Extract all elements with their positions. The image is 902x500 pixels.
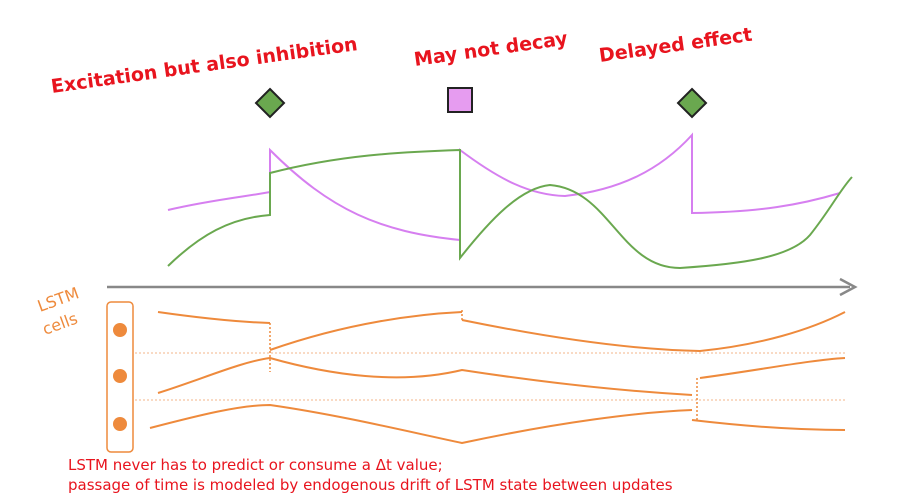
cell-trace xyxy=(157,311,846,353)
diamond-marker xyxy=(254,87,286,119)
diamond-marker xyxy=(676,87,708,119)
annotation: Excitation but also inhibition xyxy=(50,33,359,98)
annotation: Delayed effect xyxy=(598,24,754,67)
square-marker xyxy=(447,87,473,113)
cell-trace xyxy=(157,356,846,396)
annotation: May not decay xyxy=(413,28,570,71)
purple-curve xyxy=(167,132,841,242)
arrow-head xyxy=(839,277,858,297)
cell-trace xyxy=(149,403,846,445)
cell-dot xyxy=(113,323,127,337)
green-curve xyxy=(167,148,853,270)
cell-dot xyxy=(113,417,127,431)
cell-box xyxy=(106,301,134,453)
caption: passage of time is modeled by endogenous… xyxy=(68,476,673,494)
cell-dot xyxy=(113,369,127,383)
lstm-label: LSTM xyxy=(35,283,82,315)
caption: LSTM never has to predict or consume a Δ… xyxy=(68,456,443,474)
